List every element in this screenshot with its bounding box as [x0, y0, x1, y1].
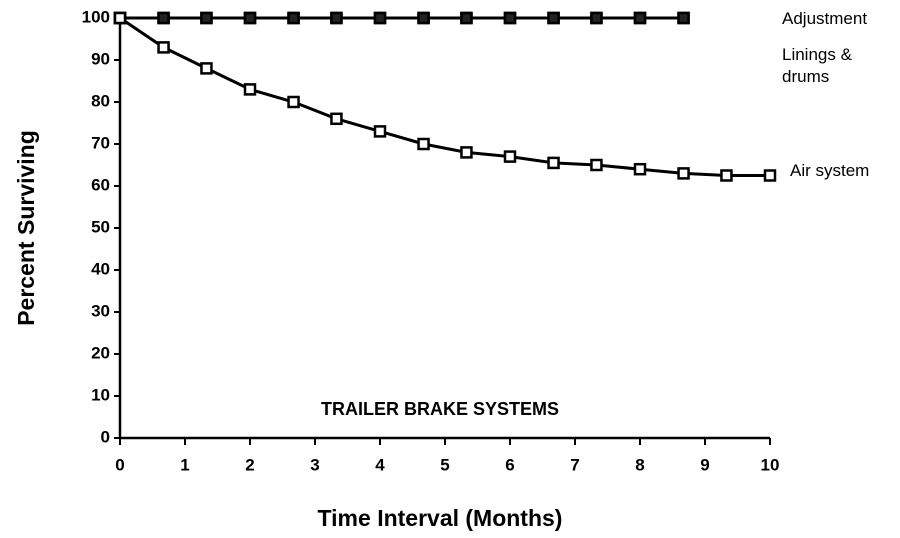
- point-marker: [503, 11, 517, 25]
- point-marker: [243, 11, 257, 25]
- point-marker: [720, 169, 733, 182]
- point-marker: [330, 11, 343, 25]
- point-marker: [157, 41, 170, 54]
- point-marker: [590, 11, 603, 25]
- x-tick-label: 7: [570, 455, 579, 474]
- y-tick-label: 10: [91, 385, 110, 404]
- x-tick-label: 8: [635, 455, 644, 474]
- point-marker: [547, 156, 560, 170]
- point-marker: [460, 146, 473, 159]
- annotation: TRAILER BRAKE SYSTEMS: [321, 399, 559, 419]
- x-tick-label: 9: [700, 455, 709, 474]
- x-tick-label: 3: [310, 455, 319, 474]
- series-label: Adjustment: [782, 9, 868, 28]
- point-marker: [330, 112, 343, 126]
- point-marker: [460, 11, 473, 25]
- point-marker: [200, 62, 213, 75]
- point-marker: [243, 83, 257, 96]
- y-tick-label: 70: [91, 133, 110, 152]
- x-tick-label: 1: [180, 455, 189, 474]
- point-marker: [287, 11, 300, 25]
- point-marker: [417, 137, 430, 151]
- point-marker: [633, 11, 647, 25]
- point-marker: [547, 11, 560, 25]
- point-marker: [590, 158, 603, 172]
- point-marker: [677, 11, 690, 25]
- series-label: Linings & drums: [782, 45, 852, 86]
- point-marker: [677, 167, 690, 180]
- point-marker: [373, 11, 387, 25]
- y-tick-label: 80: [91, 91, 110, 110]
- y-axis-label: Percent Surviving: [13, 130, 39, 326]
- series-line: [119, 16, 770, 177]
- x-tick-label: 2: [245, 455, 254, 474]
- point-marker: [633, 162, 647, 176]
- x-axis-label: Time Interval (Months): [318, 505, 563, 531]
- x-tick-label: 10: [761, 455, 780, 474]
- x-tick-label: 5: [440, 455, 449, 474]
- y-tick-label: 0: [101, 427, 110, 446]
- y-tick-label: 30: [91, 301, 110, 320]
- point-marker: [287, 95, 300, 109]
- y-tick-label: 50: [91, 217, 110, 236]
- series-label: Air system: [790, 161, 870, 180]
- y-tick-label: 60: [91, 175, 110, 194]
- point-marker: [373, 125, 387, 138]
- y-tick-label: 20: [91, 343, 110, 362]
- point-marker: [113, 11, 127, 25]
- point-marker: [417, 11, 430, 25]
- x-tick-label: 0: [115, 455, 124, 474]
- x-tick-label: 4: [375, 455, 385, 474]
- point-marker: [503, 150, 517, 163]
- y-tick-label: 100: [82, 7, 110, 26]
- y-tick-label: 90: [91, 49, 110, 68]
- y-tick-label: 40: [91, 259, 110, 278]
- point-marker: [200, 11, 213, 25]
- point-marker: [763, 169, 777, 182]
- x-tick-label: 6: [505, 455, 514, 474]
- point-marker: [157, 11, 170, 25]
